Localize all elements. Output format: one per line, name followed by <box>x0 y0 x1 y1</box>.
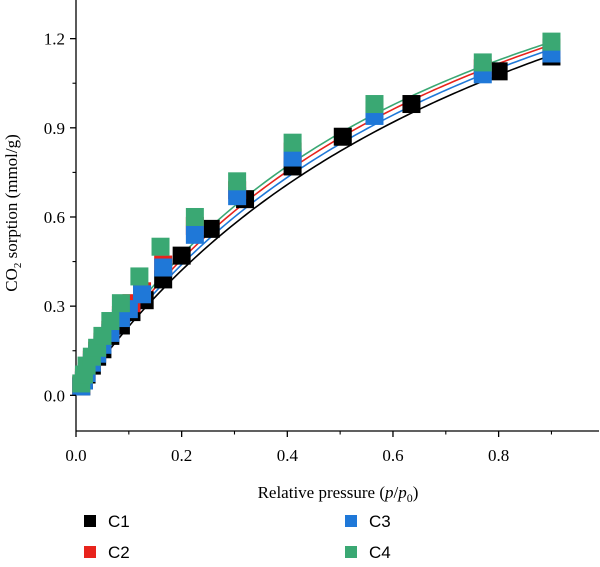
marker-c4 <box>151 237 170 256</box>
y-tick-label: 1.2 <box>44 30 65 49</box>
y-axis-title: CO2 sorption (mmol/g) <box>2 134 24 292</box>
x-axis-title-p: p <box>384 483 394 502</box>
legend-swatch-c2 <box>84 546 96 558</box>
plot-frame <box>75 0 599 432</box>
marker-c3 <box>185 225 204 244</box>
y-tick-label: 0.6 <box>44 208 65 227</box>
x-axis-title-suffix: ) <box>413 483 419 502</box>
marker-c1 <box>172 246 191 265</box>
marker-c4 <box>101 312 120 331</box>
legend-swatch-c3 <box>345 515 357 527</box>
legend-label-c2: C2 <box>108 543 130 562</box>
x-tick-label: 0.0 <box>65 446 86 465</box>
y-axis-title-sub: 2 <box>12 263 24 269</box>
marker-c3 <box>283 148 302 167</box>
y-tick-label: 0.0 <box>44 386 65 405</box>
legend-label-c1: C1 <box>108 512 130 531</box>
marker-c4 <box>185 207 204 226</box>
legend-label-c4: C4 <box>369 543 391 562</box>
marker-c1 <box>489 62 508 81</box>
marker-c3 <box>228 187 247 206</box>
marker-c1 <box>333 127 352 146</box>
marker-c4 <box>93 326 112 345</box>
marker-c1 <box>402 95 421 114</box>
fit-line-c1 <box>80 54 552 389</box>
axis-ticks <box>70 37 553 437</box>
marker-c1 <box>201 219 220 238</box>
marker-c4 <box>473 53 492 72</box>
y-axis-title-rest: sorption (mmol/g) <box>2 134 21 262</box>
fit-line-c4 <box>80 41 552 387</box>
y-tick-label: 0.9 <box>44 119 65 138</box>
x-tick-label: 0.8 <box>488 446 509 465</box>
marker-c4 <box>283 133 302 152</box>
fit-line-c2 <box>80 44 552 388</box>
fit-lines <box>80 41 552 389</box>
legend: C1 C2 C3 C4 <box>84 512 391 562</box>
x-tick-label: 0.4 <box>277 446 299 465</box>
y-tick-label: 0.3 <box>44 297 65 316</box>
data-markers <box>72 32 561 396</box>
x-axis-title-p0: p <box>397 483 407 502</box>
tick-labels: 0.0 0.2 0.4 0.6 0.8 0.0 0.3 0.6 0.9 1.2 <box>44 30 510 465</box>
legend-swatch-c4 <box>345 546 357 558</box>
marker-c4 <box>365 95 384 114</box>
marker-c4 <box>130 267 149 286</box>
legend-label-c3: C3 <box>369 512 391 531</box>
marker-c4 <box>542 32 561 51</box>
x-axis-title-slash: / <box>394 483 399 502</box>
legend-swatch-c1 <box>84 515 96 527</box>
marker-c3 <box>133 285 152 304</box>
y-axis-title-co: CO <box>2 268 21 292</box>
x-axis-title-p0-sub: 0 <box>407 491 413 505</box>
x-axis-title-prefix: Relative pressure ( <box>258 483 386 502</box>
marker-c3 <box>154 258 173 277</box>
marker-c4 <box>111 294 130 313</box>
x-axis-title: Relative pressure (p/p0) <box>258 483 419 505</box>
fit-line-c3 <box>80 48 552 388</box>
marker-c4 <box>228 172 247 191</box>
x-tick-label: 0.2 <box>171 446 192 465</box>
x-tick-label: 0.6 <box>382 446 403 465</box>
